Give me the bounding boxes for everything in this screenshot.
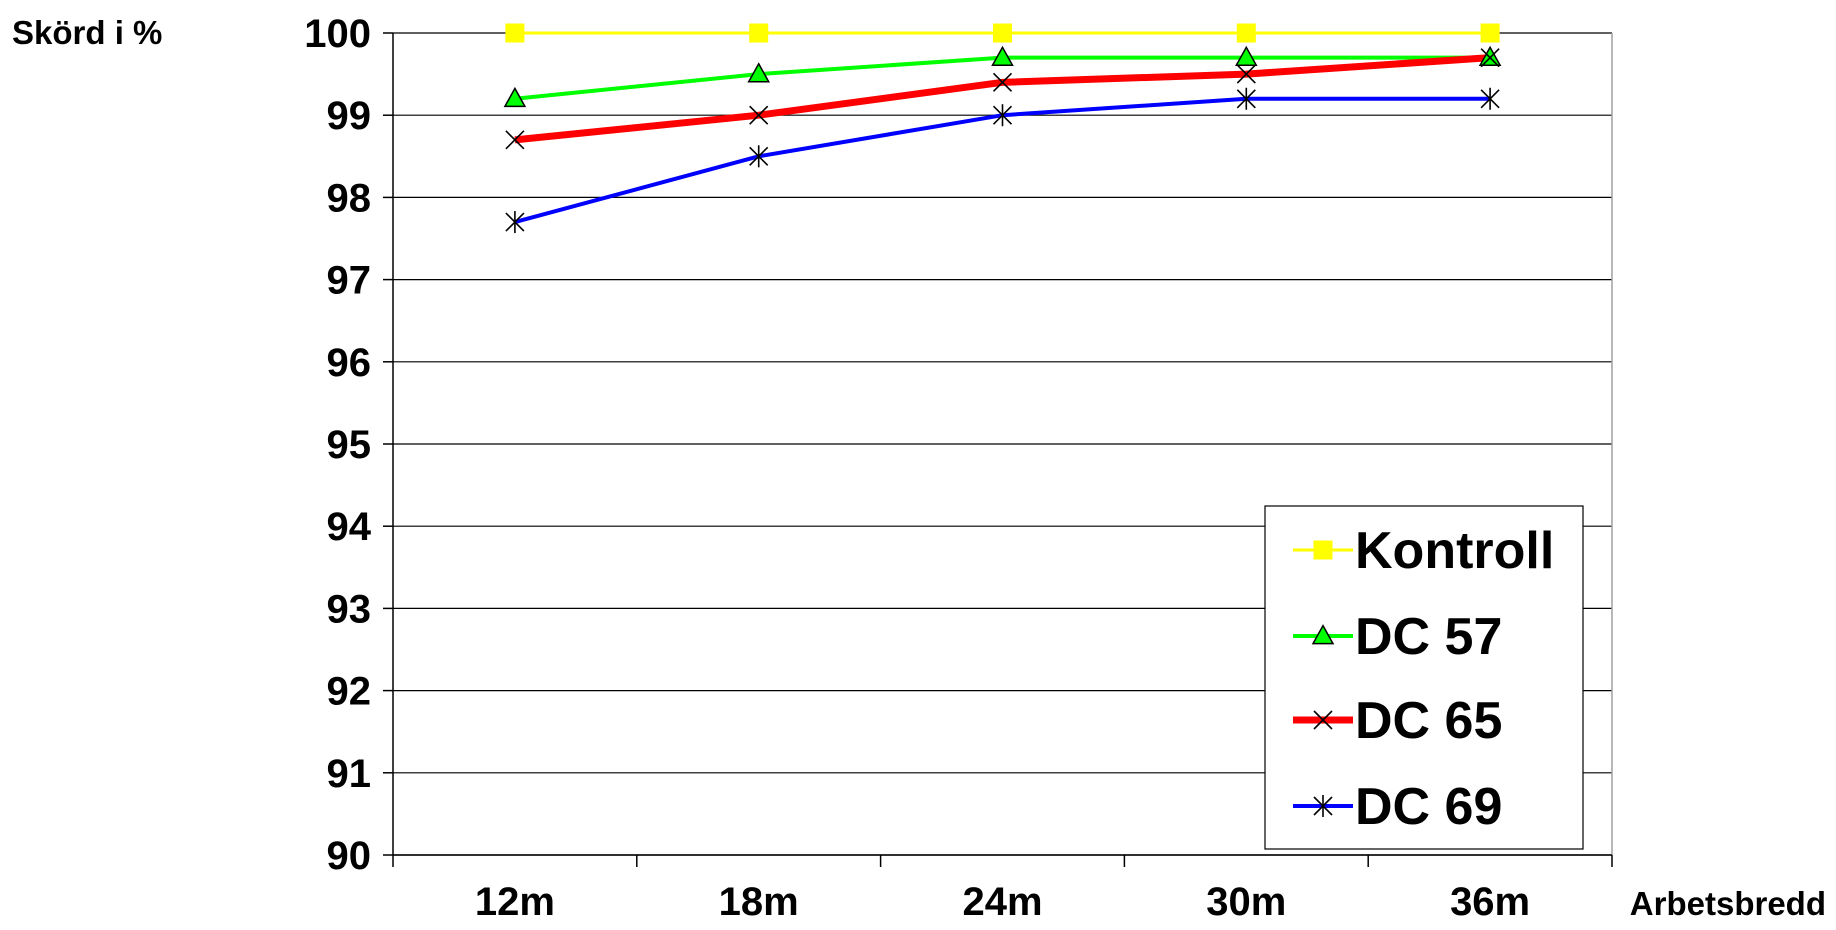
data-point xyxy=(505,211,525,234)
x-tick-label: 12m xyxy=(475,880,555,924)
x-tick-label: 36m xyxy=(1450,880,1530,924)
y-tick-labels: 90 91 92 93 94 95 96 97 98 99 100 xyxy=(304,12,371,878)
legend-swatch-marker xyxy=(1311,624,1335,645)
data-point xyxy=(505,23,525,43)
x-axis: 12m 18m 24m 30m 36m xyxy=(392,854,1613,924)
data-point xyxy=(749,145,769,168)
x-tick-label: 24m xyxy=(962,880,1042,924)
legend-label: DC 65 xyxy=(1355,692,1502,750)
y-tick-label: 92 xyxy=(327,670,372,714)
y-tick-label: 97 xyxy=(327,259,372,303)
legend-label: Kontroll xyxy=(1355,522,1554,580)
series-lines xyxy=(503,23,1502,234)
data-point xyxy=(1480,23,1500,43)
data-point xyxy=(1480,87,1500,110)
series-markers xyxy=(505,48,1500,150)
data-point xyxy=(1236,23,1256,43)
data-point xyxy=(505,130,525,150)
legend-item: DC 65 xyxy=(1293,692,1502,750)
legend-swatch-marker xyxy=(1313,710,1333,730)
data-point xyxy=(1478,45,1502,67)
y-tick-label: 99 xyxy=(327,94,372,138)
legend-item: Kontroll xyxy=(1293,522,1554,580)
data-point xyxy=(992,72,1013,92)
y-tick-label: 100 xyxy=(304,12,371,56)
data-point xyxy=(992,104,1013,127)
legend: Kontroll DC 57 DC 65 DC 69 xyxy=(1264,505,1584,850)
x-tick-label: 30m xyxy=(1206,880,1286,924)
y-axis-label: Skörd i % xyxy=(12,14,162,51)
y-tick-label: 96 xyxy=(327,341,372,385)
data-point xyxy=(1480,48,1500,68)
y-tick-label: 98 xyxy=(327,176,372,220)
data-point xyxy=(749,105,769,125)
legend-item: DC 69 xyxy=(1293,778,1502,836)
y-tick-label: 91 xyxy=(327,752,372,796)
y-tick-label: 90 xyxy=(327,834,372,878)
data-point xyxy=(747,62,770,83)
legend-label: DC 57 xyxy=(1355,608,1502,666)
legend-label: DC 69 xyxy=(1355,778,1502,836)
y-tick-label: 94 xyxy=(327,505,372,549)
data-point xyxy=(1235,45,1258,67)
series-markers xyxy=(503,45,1502,108)
data-point xyxy=(503,86,527,108)
x-tick-label: 18m xyxy=(719,880,799,924)
y-tick-label: 95 xyxy=(327,423,372,467)
legend-box xyxy=(1264,505,1584,850)
x-axis-label: Arbetsbredd xyxy=(1630,885,1826,922)
data-point xyxy=(993,23,1012,43)
y-tick-label: 93 xyxy=(327,587,372,631)
series-markers xyxy=(505,23,1500,43)
series-markers xyxy=(505,87,1500,234)
data-point xyxy=(991,45,1014,67)
data-point xyxy=(1236,87,1256,110)
data-point xyxy=(1236,64,1256,84)
legend-item: DC 57 xyxy=(1293,608,1502,666)
data-point xyxy=(749,23,769,43)
legend-swatch-marker xyxy=(1313,795,1333,817)
legend-swatch-marker xyxy=(1313,540,1333,560)
